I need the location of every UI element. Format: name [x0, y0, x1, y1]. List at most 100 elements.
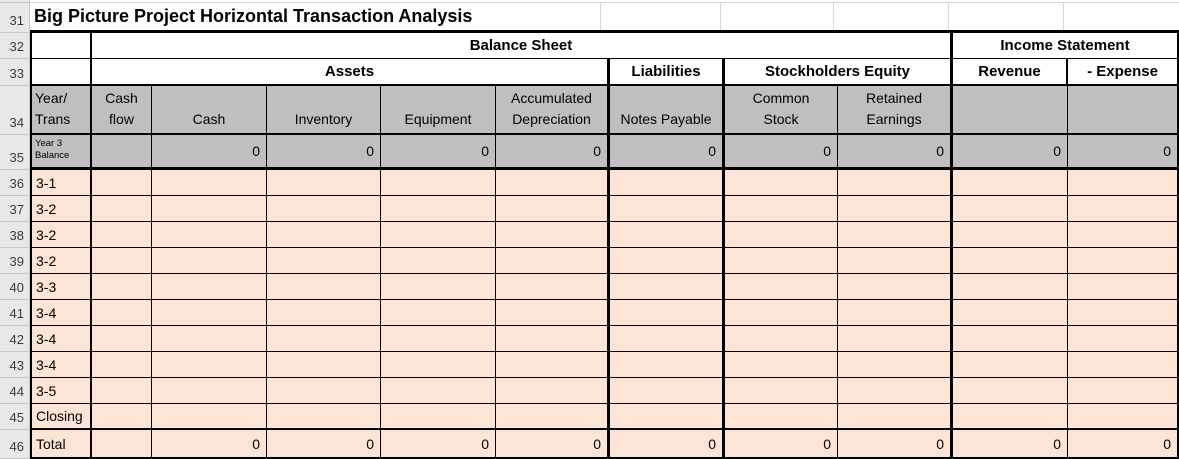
row-header-43[interactable]: 43 — [0, 352, 30, 378]
cell[interactable] — [725, 378, 838, 403]
transaction-label[interactable]: 3-1 — [32, 170, 92, 195]
cell[interactable] — [953, 404, 1068, 428]
cell[interactable] — [953, 326, 1068, 351]
col-header-retained-earnings[interactable]: Retained Earnings — [838, 86, 953, 133]
cell[interactable] — [953, 274, 1068, 299]
total-inventory-value[interactable]: 0 — [267, 430, 381, 457]
row-header-38[interactable]: 38 — [0, 222, 30, 248]
cell[interactable] — [496, 274, 610, 299]
row-header-39[interactable]: 39 — [0, 248, 30, 274]
cell[interactable] — [152, 248, 267, 273]
cell[interactable] — [953, 378, 1068, 403]
cell[interactable] — [267, 326, 381, 351]
col-header-expense-blank[interactable] — [1068, 86, 1177, 133]
cell[interactable] — [1068, 196, 1177, 221]
cell[interactable] — [838, 196, 953, 221]
cell[interactable] — [1068, 352, 1177, 377]
transaction-label[interactable]: 3-4 — [32, 326, 92, 351]
cell[interactable] — [725, 196, 838, 221]
cell[interactable] — [92, 248, 152, 273]
cell[interactable] — [152, 222, 267, 247]
cell[interactable] — [725, 222, 838, 247]
cell[interactable] — [838, 300, 953, 325]
cell[interactable] — [838, 404, 953, 428]
cell[interactable] — [725, 300, 838, 325]
cell[interactable] — [381, 170, 496, 195]
cell[interactable] — [496, 378, 610, 403]
transaction-label[interactable]: Closing — [32, 404, 92, 428]
cell[interactable] — [267, 300, 381, 325]
cell[interactable] — [496, 170, 610, 195]
total-revenue-value[interactable]: 0 — [953, 430, 1068, 457]
total-common-stock-value[interactable]: 0 — [725, 430, 838, 457]
cell[interactable] — [381, 378, 496, 403]
cell[interactable] — [92, 196, 152, 221]
cell[interactable] — [496, 352, 610, 377]
cell[interactable] — [381, 352, 496, 377]
cell[interactable] — [92, 222, 152, 247]
cell[interactable] — [92, 378, 152, 403]
cell[interactable] — [610, 222, 725, 247]
cell[interactable] — [838, 170, 953, 195]
cell[interactable] — [267, 352, 381, 377]
row-header-35[interactable]: 35 — [0, 135, 30, 170]
balance-equipment-value[interactable]: 0 — [381, 135, 496, 167]
balance-row-label[interactable]: Year 3 Balance — [32, 135, 92, 167]
cell[interactable] — [610, 300, 725, 325]
transaction-label[interactable]: 3-4 — [32, 352, 92, 377]
col-header-year-trans[interactable]: Year/ Trans — [32, 86, 92, 133]
total-cash-value[interactable]: 0 — [152, 430, 267, 457]
transaction-label[interactable]: 3-2 — [32, 196, 92, 221]
cell[interactable] — [610, 404, 725, 428]
cell[interactable] — [496, 404, 610, 428]
cell[interactable] — [267, 248, 381, 273]
cell[interactable] — [267, 196, 381, 221]
balance-notes-payable-value[interactable]: 0 — [610, 135, 725, 167]
cell[interactable] — [610, 196, 725, 221]
col-header-revenue-blank[interactable] — [953, 86, 1068, 133]
row-header-41[interactable]: 41 — [0, 300, 30, 326]
cell[interactable] — [1068, 326, 1177, 351]
stockholders-equity-header[interactable]: Stockholders Equity — [725, 59, 953, 84]
total-notes-payable-value[interactable]: 0 — [610, 430, 725, 457]
cell[interactable] — [838, 352, 953, 377]
total-expense-value[interactable]: 0 — [1163, 435, 1171, 452]
cell[interactable] — [381, 248, 496, 273]
cell[interactable] — [953, 222, 1068, 247]
row-header-37[interactable]: 37 — [0, 196, 30, 222]
cell[interactable] — [267, 404, 381, 428]
cell[interactable] — [496, 248, 610, 273]
row-header-33[interactable]: 33 — [0, 59, 30, 86]
row-header-46[interactable]: 46 — [0, 430, 30, 459]
cell[interactable] — [152, 300, 267, 325]
col-header-cash-flow[interactable]: Cash flow — [92, 86, 152, 133]
expense-header[interactable]: - Expense — [1087, 63, 1158, 80]
cell[interactable] — [725, 352, 838, 377]
total-cash-flow-cell[interactable] — [92, 430, 152, 457]
cell[interactable] — [953, 352, 1068, 377]
cell[interactable] — [381, 196, 496, 221]
row-header-34[interactable]: 34 — [0, 86, 30, 135]
cell[interactable] — [381, 300, 496, 325]
revenue-header[interactable]: Revenue — [953, 59, 1068, 84]
cell[interactable] — [92, 274, 152, 299]
cell[interactable] — [953, 248, 1068, 273]
row-header-36[interactable]: 36 — [0, 170, 30, 196]
cell[interactable] — [1068, 404, 1177, 428]
cell[interactable] — [496, 222, 610, 247]
cell[interactable] — [92, 326, 152, 351]
cell[interactable] — [381, 404, 496, 428]
cell[interactable] — [610, 326, 725, 351]
cell[interactable] — [496, 196, 610, 221]
balance-sheet-header[interactable]: Balance Sheet — [92, 33, 953, 58]
total-accumulated-depreciation-value[interactable]: 0 — [496, 430, 610, 457]
cell[interactable] — [381, 274, 496, 299]
cell[interactable] — [838, 378, 953, 403]
total-equipment-value[interactable]: 0 — [381, 430, 496, 457]
cell[interactable] — [152, 378, 267, 403]
col-header-cash[interactable]: Cash — [152, 86, 267, 133]
col-header-inventory[interactable]: Inventory — [267, 86, 381, 133]
liabilities-header[interactable]: Liabilities — [610, 59, 725, 84]
cell[interactable] — [152, 404, 267, 428]
cell[interactable] — [267, 170, 381, 195]
